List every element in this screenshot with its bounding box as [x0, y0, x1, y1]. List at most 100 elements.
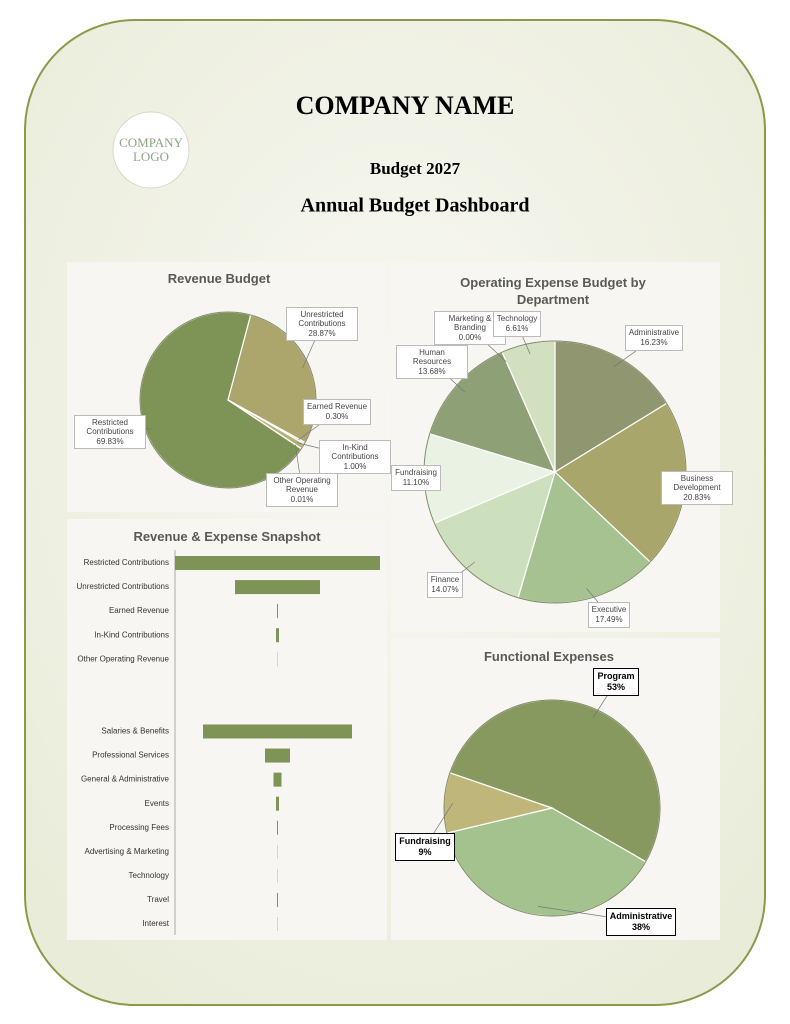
- label-value: 28.87%: [308, 328, 336, 338]
- panel-title-box: Revenue & Expense Snapshot: [77, 517, 377, 557]
- data-label: Program 53%: [593, 668, 639, 696]
- pie-rim: [443, 699, 661, 917]
- label-category: Program: [597, 671, 635, 682]
- bar: [277, 917, 278, 932]
- label-value: 69.83%: [96, 436, 124, 446]
- panel-title-wrap: Revenue Budget: [119, 259, 319, 299]
- label-value: 14.07%: [431, 585, 459, 594]
- bar: [235, 580, 320, 595]
- data-label: Other Operating Revenue 0.01%: [266, 472, 338, 508]
- bar: [277, 604, 278, 619]
- data-label-wrap: Restricted Contributions 69.83%: [68, 404, 152, 460]
- bar-label: Events: [145, 799, 169, 808]
- bar-label: Salaries & Benefits: [101, 727, 169, 736]
- data-label-wrap: Executive 17.49%: [567, 587, 651, 643]
- logo-text: LOGO: [133, 149, 169, 164]
- data-label: Human Resources 13.68%: [396, 344, 468, 380]
- data-label-wrap: Administrative 38%: [586, 894, 696, 950]
- data-label: Earned Revenue 0.30%: [302, 399, 372, 425]
- label-value: 6.61%: [505, 324, 529, 333]
- bar-label: Other Operating Revenue: [77, 654, 169, 663]
- panel-title: Revenue Budget: [167, 270, 271, 286]
- bar: [277, 868, 278, 883]
- label-value: 0.01%: [290, 494, 314, 504]
- bar: [175, 556, 380, 570]
- panel-title-box: Revenue Budget: [119, 259, 319, 299]
- panel-title-wrap: Revenue & Expense Snapshot: [77, 517, 377, 557]
- bar: [277, 844, 278, 859]
- data-label-wrap: Program 53%: [561, 654, 671, 710]
- label-value: 1.00%: [343, 461, 367, 471]
- label-category: Earned Revenue: [306, 402, 368, 412]
- bar-label: Earned Revenue: [109, 606, 170, 615]
- data-label-wrap: Technology 6.61%: [475, 296, 559, 352]
- bar: [203, 724, 352, 739]
- data-label: Administrative 16.23%: [624, 325, 684, 351]
- label-category: Restricted Contributions: [86, 417, 134, 437]
- data-label-wrap: Fundraising 9%: [370, 819, 480, 875]
- label-category: Administrative: [609, 911, 673, 922]
- label-category: Technology: [496, 314, 538, 324]
- label-value: 0.00%: [458, 332, 482, 342]
- panel-title: Operating Expense Budget by Department: [460, 275, 646, 307]
- label-category: Administrative: [628, 328, 680, 338]
- label-category: Fundraising: [395, 468, 437, 478]
- label-category: Business Development: [673, 473, 721, 493]
- data-label-wrap: Earned Revenue 0.30%: [295, 384, 379, 440]
- data-label-wrap: Fundraising 11.10%: [374, 450, 458, 506]
- label-category: Finance: [430, 575, 460, 585]
- subtitle: Budget 2027: [370, 159, 461, 178]
- label-value: 17.49%: [595, 615, 623, 624]
- label-category: Other Operating Revenue: [273, 475, 331, 495]
- bar-label: General & Administrative: [81, 775, 170, 784]
- bar: [265, 748, 290, 763]
- data-label: Executive 17.49%: [587, 602, 631, 628]
- label-value: 38%: [631, 922, 650, 932]
- bar-label: Technology: [129, 871, 169, 880]
- label-category: Human Resources: [412, 347, 452, 367]
- bar: [273, 772, 282, 787]
- bar: [276, 628, 279, 643]
- data-label: In-Kind Contributions 1.00%: [319, 439, 391, 475]
- label-category: Executive: [591, 605, 627, 615]
- label-value: 20.83%: [683, 492, 711, 502]
- bar-label: Processing Fees: [109, 823, 169, 832]
- panel-title-wrap: Operating Expense Budget by Department: [438, 272, 668, 312]
- data-label: Technology 6.61%: [492, 311, 542, 337]
- label-value: 53%: [606, 682, 625, 692]
- data-label-wrap: Finance 14.07%: [403, 557, 487, 613]
- data-label-wrap: Administrative 16.23%: [612, 310, 696, 366]
- bar: [277, 820, 278, 835]
- data-label: Unrestricted Contributions 28.87%: [286, 306, 358, 342]
- data-label: Business Development 20.83%: [661, 470, 733, 506]
- bar-label: Advertising & Marketing: [85, 847, 169, 856]
- bar-label: In-Kind Contributions: [94, 630, 169, 639]
- label-value: 11.10%: [402, 478, 430, 487]
- logo-text: COMPANY: [119, 135, 183, 150]
- label-value: 16.23%: [640, 338, 668, 347]
- bar: [277, 652, 278, 667]
- label-value: 13.68%: [418, 366, 446, 376]
- label-category: Unrestricted Contributions: [298, 309, 346, 329]
- company-name: COMPANY NAME: [296, 91, 515, 120]
- label-category: Marketing & Branding: [448, 313, 492, 333]
- panel-title: Revenue & Expense Snapshot: [133, 528, 321, 544]
- bar-label: Travel: [147, 895, 169, 904]
- data-label: Fundraising 11.10%: [391, 465, 441, 491]
- data-label-wrap: Other Operating Revenue 0.01%: [260, 462, 344, 518]
- data-label: Restricted Contributions 69.83%: [74, 414, 146, 450]
- label-category: In-Kind Contributions: [331, 442, 379, 462]
- bar-label: Interest: [142, 919, 169, 928]
